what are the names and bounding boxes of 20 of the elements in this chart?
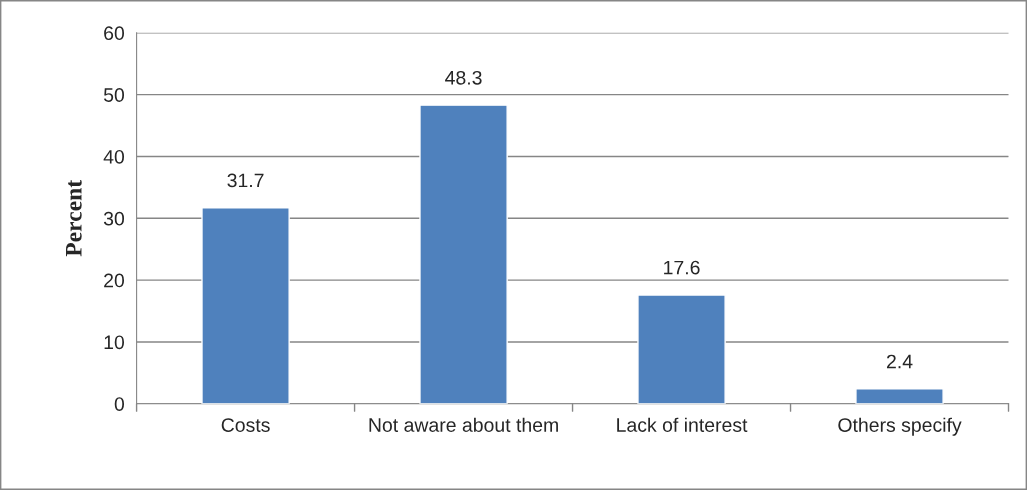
data-label: 31.7 (227, 173, 264, 188)
y-tick-label: 50 (103, 88, 125, 102)
data-label: 17.6 (664, 260, 700, 275)
bar (855, 388, 944, 404)
bar (637, 294, 726, 404)
y-tick-label: 0 (114, 397, 125, 411)
y-axis-title: Percent (66, 179, 82, 257)
y-tick-label: 30 (103, 211, 125, 226)
bar (201, 207, 290, 404)
x-tick-label: Others specify (838, 417, 962, 436)
x-tick-label: Costs (221, 418, 270, 432)
bar (419, 104, 508, 404)
x-tick-label: Not aware about them (369, 417, 558, 432)
x-tick-label: Lack of interest (617, 417, 748, 432)
y-tick-label: 10 (104, 335, 125, 350)
y-tick-label: 20 (104, 273, 125, 288)
y-tick-label: 40 (103, 149, 125, 164)
data-label: 2.4 (886, 354, 913, 369)
y-tick-label: 60 (104, 26, 125, 41)
data-label: 48.3 (445, 70, 482, 85)
